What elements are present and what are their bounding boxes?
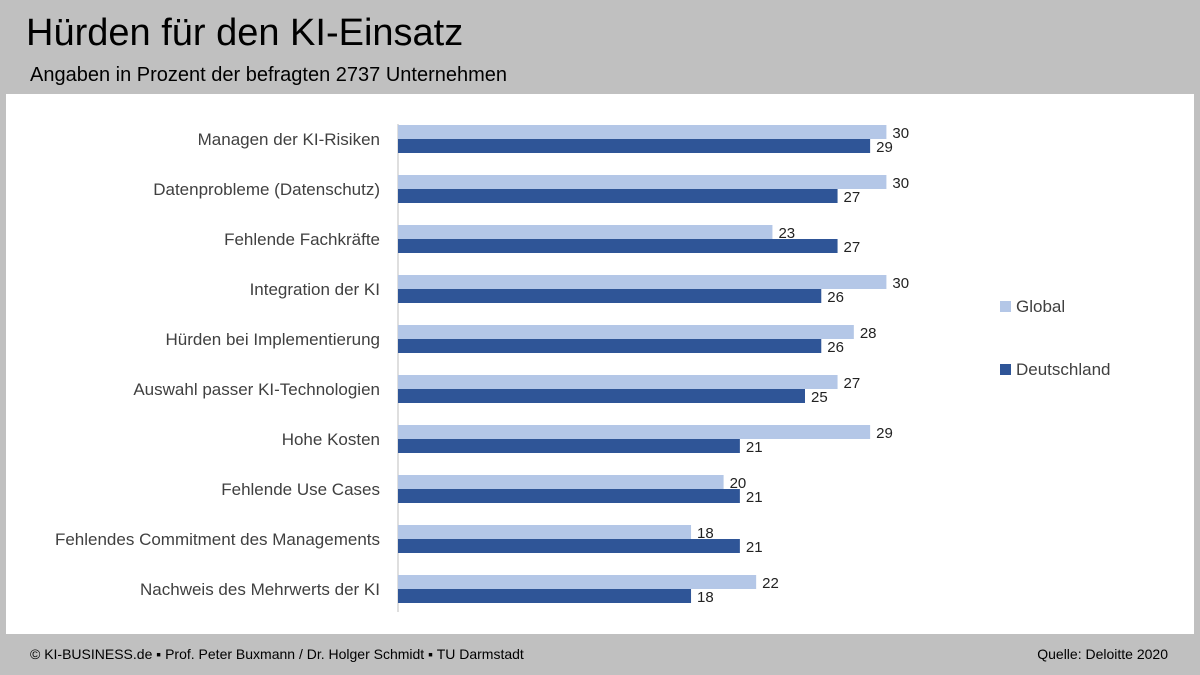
- bar-global: [398, 325, 854, 339]
- category-label: Hürden bei Implementierung: [165, 330, 380, 349]
- category-label: Auswahl passer KI-Technologien: [133, 380, 380, 399]
- bar-deutschland: [398, 489, 740, 503]
- data-label: 18: [697, 525, 714, 542]
- page-subtitle: Angaben in Prozent der befragten 2737 Un…: [30, 64, 508, 86]
- bar-deutschland: [398, 589, 692, 603]
- data-label: 26: [827, 339, 844, 356]
- bar-deutschland: [398, 439, 740, 453]
- category-label: Hohe Kosten: [282, 430, 380, 449]
- data-label: 30: [892, 275, 909, 292]
- bar-deutschland: [398, 289, 822, 303]
- data-label: 30: [892, 125, 909, 142]
- data-label: 29: [876, 425, 893, 442]
- data-label: 29: [876, 139, 893, 156]
- bar-chart: Managen der KI-Risiken 3029Datenprobleme …: [55, 124, 1111, 612]
- data-label: 20: [730, 475, 747, 492]
- bar-global: [398, 525, 692, 539]
- bar-global: [398, 125, 887, 139]
- bar-global: [398, 175, 887, 189]
- bar-global: [398, 275, 887, 289]
- bar-deutschland: [398, 139, 871, 153]
- bar-deutschland: [398, 339, 822, 353]
- data-label: 22: [762, 575, 779, 592]
- data-label: 27: [844, 189, 861, 206]
- category-label: Datenprobleme (Datenschutz): [153, 180, 380, 199]
- bar-global: [398, 425, 871, 439]
- bar-global: [398, 375, 838, 389]
- data-label: 21: [746, 539, 763, 556]
- data-label: 27: [844, 239, 861, 256]
- category-label: Fehlende Use Cases: [221, 480, 380, 499]
- data-label: 25: [811, 389, 828, 406]
- bar-global: [398, 475, 724, 489]
- category-label: Managen der KI-Risiken: [198, 130, 380, 149]
- data-label: 21: [746, 489, 763, 506]
- data-label: 26: [827, 289, 844, 306]
- category-label: Integration der KI: [250, 280, 380, 299]
- footer-credit: © KI-BUSINESS.de ▪ Prof. Peter Buxmann /…: [30, 646, 524, 662]
- chart-panel: Managen der KI-Risiken 30 29 Datenprobleme …: [6, 94, 1194, 634]
- bar-deutschland: [398, 239, 838, 253]
- category-label: Fehlende Fachkräfte: [224, 230, 380, 249]
- data-label: 21: [746, 439, 763, 456]
- bar-deutschland: [398, 189, 838, 203]
- legend-label-deutschland: Deutschland: [1016, 360, 1111, 379]
- data-label: 27: [844, 375, 861, 392]
- legend-swatch-global: [1000, 301, 1011, 312]
- bar-global: [398, 575, 757, 589]
- data-label: 18: [697, 589, 714, 606]
- bar-deutschland: [398, 389, 805, 403]
- data-label: 30: [892, 175, 909, 192]
- bar-global: [398, 225, 773, 239]
- footer-source: Quelle: Deloitte 2020: [1037, 646, 1168, 662]
- category-label: Fehlendes Commitment des Managements: [55, 530, 380, 549]
- page-title: Hürden für den KI-Einsatz: [26, 12, 464, 54]
- legend-label-global: Global: [1016, 297, 1065, 316]
- data-label: 28: [860, 325, 877, 342]
- data-label: 23: [778, 225, 795, 242]
- category-label: Nachweis des Mehrwerts der KI: [140, 580, 380, 599]
- legend-swatch-deutschland: [1000, 364, 1011, 375]
- bar-deutschland: [398, 539, 740, 553]
